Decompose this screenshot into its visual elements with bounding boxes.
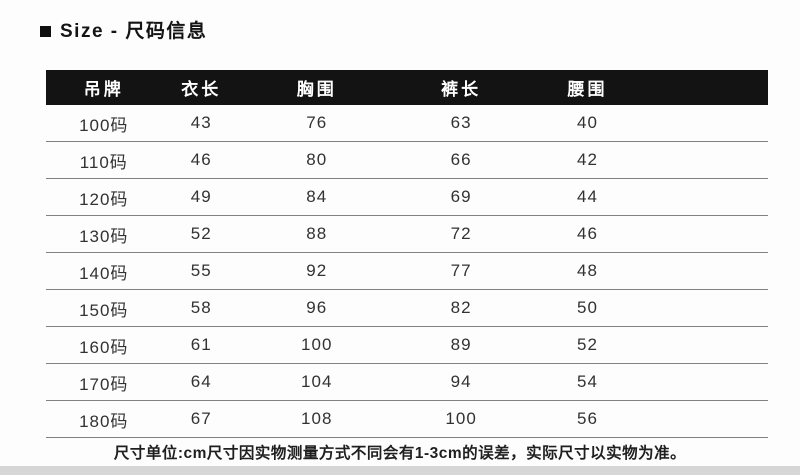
measurement-cell: 72 [392, 215, 530, 253]
measurement-cell: 43 [161, 105, 241, 142]
filler-cell [645, 400, 768, 438]
filler-cell [645, 252, 768, 290]
measurement-cell: 64 [161, 363, 241, 401]
measurement-cell: 92 [240, 252, 393, 290]
table-row: 120码 49 84 69 44 [46, 178, 768, 216]
measurement-cell: 42 [529, 141, 646, 179]
footer-note: 尺寸单位:cm尺寸因实物测量方式不同会有1-3cm的误差，实际尺寸以实物为准。 [113, 445, 687, 462]
measurement-cell: 48 [529, 252, 646, 290]
size-table: 吊牌 衣长 胸围 裤长 腰围 100码 43 76 63 40 110码 46 80 66 42 120码 4… [46, 70, 768, 438]
filler-cell [645, 289, 768, 327]
header-cell: 腰围 [529, 70, 646, 105]
table-row: 180码 67 108 100 56 [46, 400, 768, 438]
measurement-cell: 96 [240, 289, 393, 327]
measurement-cell: 55 [161, 252, 241, 290]
size-label-cell: 170码 [46, 363, 162, 401]
table-row: 130码 52 88 72 46 [46, 215, 768, 253]
measurement-cell: 108 [240, 400, 393, 438]
table-row: 110码 46 80 66 42 [46, 141, 768, 179]
measurement-cell: 52 [161, 215, 241, 253]
measurement-cell: 89 [392, 326, 530, 364]
size-label-cell: 160码 [46, 326, 162, 364]
section-title: Size - 尺码信息 [40, 16, 207, 43]
table-row: 160码 61 100 89 52 [46, 326, 768, 364]
filler-cell [645, 326, 768, 364]
section-title-label: Size - 尺码信息 [60, 21, 208, 42]
filler-cell [645, 178, 768, 216]
measurement-cell: 61 [161, 326, 241, 364]
measurement-cell: 94 [392, 363, 530, 401]
square-bullet-icon [40, 25, 51, 37]
header-cell: 衣长 [161, 70, 241, 105]
measurement-cell: 100 [240, 326, 393, 364]
measurement-cell: 50 [529, 289, 646, 327]
table-row: 150码 58 96 82 50 [46, 289, 768, 327]
table-header-row: 吊牌 衣长 胸围 裤长 腰围 [46, 70, 768, 105]
size-label-cell: 180码 [46, 400, 162, 438]
table-body: 100码 43 76 63 40 110码 46 80 66 42 120码 49 84 69 44 130码… [46, 105, 768, 438]
size-label-cell: 100码 [46, 105, 162, 142]
size-label-cell: 130码 [46, 215, 162, 253]
measurement-cell: 46 [161, 141, 241, 179]
measurement-cell: 63 [392, 105, 530, 142]
measurement-cell: 80 [240, 141, 393, 179]
measurement-cell: 82 [392, 289, 530, 327]
measurement-cell: 52 [529, 326, 646, 364]
measurement-cell: 100 [392, 400, 530, 438]
filler-cell [645, 363, 768, 401]
measurement-cell: 76 [240, 105, 393, 142]
measurement-cell: 88 [240, 215, 393, 253]
size-label-cell: 110码 [46, 141, 162, 179]
size-label-cell: 140码 [46, 252, 162, 290]
header-cell: 吊牌 [46, 70, 162, 105]
filler-cell [645, 141, 768, 179]
measurement-cell: 49 [161, 178, 241, 216]
header-cell: 胸围 [240, 70, 393, 105]
measurement-cell: 84 [240, 178, 393, 216]
measurement-cell: 69 [392, 178, 530, 216]
size-label-cell: 120码 [46, 178, 162, 216]
table-row: 170码 64 104 94 54 [46, 363, 768, 401]
filler-cell [645, 105, 768, 142]
measurement-cell: 67 [161, 400, 241, 438]
measurement-cell: 44 [529, 178, 646, 216]
measurement-cell: 54 [529, 363, 646, 401]
table-row: 100码 43 76 63 40 [46, 105, 768, 142]
table-row: 140码 55 92 77 48 [46, 252, 768, 290]
measurement-cell: 56 [529, 400, 646, 438]
measurement-cell: 58 [161, 289, 241, 327]
measurement-cell: 46 [529, 215, 646, 253]
bottom-divider [0, 466, 800, 475]
size-label-cell: 150码 [46, 289, 162, 327]
measurement-cell: 77 [392, 252, 530, 290]
measurement-cell: 66 [392, 141, 530, 179]
header-cell: 裤长 [392, 70, 530, 105]
filler-cell [645, 215, 768, 253]
measurement-cell: 40 [529, 105, 646, 142]
header-cell-filler [645, 70, 768, 105]
measurement-cell: 104 [240, 363, 393, 401]
